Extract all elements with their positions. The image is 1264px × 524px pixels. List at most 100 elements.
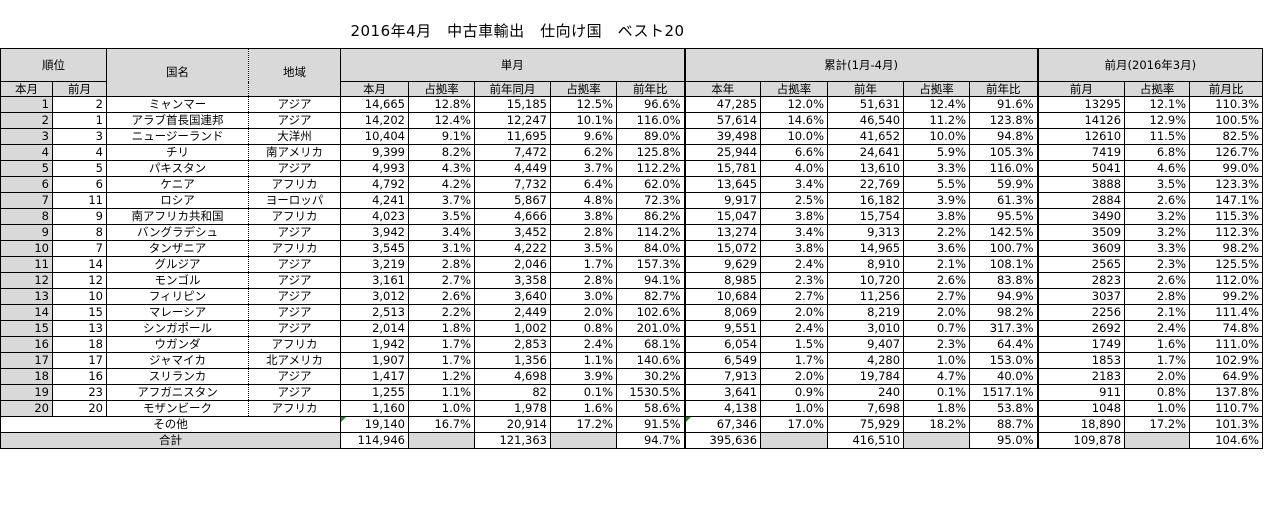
prev-share-cell: 17.2%	[550, 416, 617, 433]
prev-ytd-cell: 9,407	[827, 336, 905, 353]
prev-rank-cell: 14	[52, 256, 107, 273]
country-cell: タンザニア	[106, 240, 249, 257]
ytd-cell: 3,641	[683, 384, 762, 401]
country-cell: マレーシア	[106, 304, 249, 321]
ytd-yoy-cell: 88.7%	[969, 416, 1039, 433]
prev-rank-cell: 18	[52, 336, 107, 353]
prev-year-month-cell: 3,358	[474, 272, 551, 289]
ytd-cell: 67,346	[683, 416, 762, 433]
table-row: 6 6 ケニア アフリカ 4,792 4.2% 7,732 6.4% 62.0% 13,645 3.…	[0, 176, 1264, 193]
prev-month-share-cell: 2.6%	[1124, 272, 1191, 289]
ytd-share-cell: 2.7%	[760, 288, 829, 305]
mom-total-cell: 104.6%	[1189, 432, 1264, 449]
ytd-cell: 9,917	[683, 192, 762, 209]
page-title: 2016年4月 中古車輸出 仕向け国 ベスト20	[350, 22, 685, 40]
others-row: その他 19,140 16.7% 20,914 17.2% 91.5% 67,346 17.0…	[0, 416, 1264, 433]
prev-ytd-share-cell: 0.1%	[903, 384, 971, 401]
table-row: 13 10 フィリピン アジア 3,012 2.6% 3,640 3.0% 82.7% 10,68…	[0, 288, 1264, 305]
prev-share-cell: 1.7%	[550, 256, 617, 273]
prev-month-share-cell: 3.2%	[1124, 224, 1191, 241]
share-cell: 12.4%	[408, 112, 475, 129]
month-cell: 3,012	[340, 288, 409, 305]
total-row: 合計 114,946 121,363 94.7% 395,636 416,510 95.0%…	[0, 432, 1264, 449]
ytd-yoy-cell: 91.6%	[969, 96, 1039, 113]
col-header-prev-month: 前月	[1036, 81, 1126, 97]
prev-rank-cell: 12	[52, 272, 107, 289]
yoy-cell: 94.1%	[615, 272, 686, 289]
prev-month-cell: 3037	[1036, 288, 1126, 305]
mom-cell: 123.3%	[1189, 176, 1264, 193]
header-cumulative: 累計(1月-4月)	[683, 48, 1039, 82]
table-row: 18 16 スリランカ アジア 1,417 1.2% 4,698 3.9% 30.2% 7,913…	[0, 368, 1264, 385]
prev-share-cell: 6.2%	[550, 144, 617, 161]
month-cell: 2,014	[340, 320, 409, 337]
prev-ytd-cell: 24,641	[827, 144, 905, 161]
country-cell: チリ	[106, 144, 249, 161]
prev-ytd-cell: 14,965	[827, 240, 905, 257]
ytd-cell: 57,614	[683, 112, 762, 129]
ytd-share-cell: 3.8%	[760, 208, 829, 225]
mom-cell: 110.3%	[1189, 96, 1264, 113]
table-row: 9 8 バングラデシュ アジア 3,942 3.4% 3,452 2.8% 114.2% 13,2…	[0, 224, 1264, 241]
prev-ytd-share-cell: 3.3%	[903, 160, 971, 177]
region-cell: アジア	[248, 96, 341, 113]
prev-ytd-cell: 75,929	[827, 416, 905, 433]
table-row: 11 14 グルジア アジア 3,219 2.8% 2,046 1.7% 157.3% 9,629…	[0, 256, 1264, 273]
prev-month-cell: 2823	[1036, 272, 1126, 289]
header-rank: 順位	[0, 48, 107, 82]
prev-ytd-cell: 15,754	[827, 208, 905, 225]
prev-rank-cell: 7	[52, 240, 107, 257]
rank-cell: 13	[0, 288, 53, 305]
rank-cell: 1	[0, 96, 53, 113]
yoy-cell: 91.5%	[615, 416, 686, 433]
header-this-month-rank: 本月	[0, 81, 53, 97]
mom-cell: 112.3%	[1189, 224, 1264, 241]
prev-year-month-total-cell: 121,363	[474, 432, 551, 449]
prev-share-cell: 3.9%	[550, 368, 617, 385]
share-cell: 2.7%	[408, 272, 475, 289]
header-row-1: 順位 国名 地域 単月 累計(1月-4月) 前月(2016年3月)	[0, 48, 1264, 97]
prev-month-cell: 7419	[1036, 144, 1126, 161]
prev-year-month-cell: 4,698	[474, 368, 551, 385]
prev-ytd-share-cell: 2.7%	[903, 288, 971, 305]
ytd-yoy-cell: 59.9%	[969, 176, 1039, 193]
table-row: 8 9 南アフリカ共和国 アフリカ 4,023 3.5% 4,666 3.8% 86.2% 15,…	[0, 208, 1264, 225]
month-cell: 4,993	[340, 160, 409, 177]
ytd-share-cell: 3.4%	[760, 176, 829, 193]
ytd-yoy-cell: 61.3%	[969, 192, 1039, 209]
prev-month-share-cell: 6.8%	[1124, 144, 1191, 161]
prev-year-month-cell: 3,452	[474, 224, 551, 241]
ytd-yoy-cell: 116.0%	[969, 160, 1039, 177]
ytd-cell: 6,054	[683, 336, 762, 353]
country-cell: ジャマイカ	[106, 352, 249, 369]
share-cell: 8.2%	[408, 144, 475, 161]
country-cell: バングラデシュ	[106, 224, 249, 241]
month-cell: 2,513	[340, 304, 409, 321]
ytd-cell: 10,684	[683, 288, 762, 305]
ytd-yoy-cell: 317.3%	[969, 320, 1039, 337]
ytd-share-cell: 1.7%	[760, 352, 829, 369]
yoy-cell: 116.0%	[615, 112, 686, 129]
month-cell: 3,545	[340, 240, 409, 257]
col-header-prev-share: 占拠率	[550, 81, 617, 97]
yoy-cell: 201.0%	[615, 320, 686, 337]
month-cell: 1,160	[340, 400, 409, 417]
prev-year-month-cell: 2,046	[474, 256, 551, 273]
rank-cell: 18	[0, 368, 53, 385]
region-cell: アフリカ	[248, 176, 341, 193]
yoy-cell: 102.6%	[615, 304, 686, 321]
ytd-yoy-total-cell: 95.0%	[969, 432, 1039, 449]
share-cell: 3.5%	[408, 208, 475, 225]
prev-rank-cell: 16	[52, 368, 107, 385]
header-row-2: 本月 前月 本月 占拠率 前年同月 占拠率 前年比 本年 占拠率 前年 占拠率 前年比 前月 占拠率前…	[0, 81, 1264, 97]
rank-cell: 7	[0, 192, 53, 209]
table-row: 12 12 モンゴル アジア 3,161 2.7% 3,358 2.8% 94.1% 8,985 2…	[0, 272, 1264, 289]
mom-cell: 126.7%	[1189, 144, 1264, 161]
rank-cell: 11	[0, 256, 53, 273]
ytd-cell: 39,498	[683, 128, 762, 145]
month-cell: 19,140	[340, 416, 409, 433]
prev-rank-cell: 1	[52, 112, 107, 129]
ytd-share-cell: 1.5%	[760, 336, 829, 353]
yoy-cell: 82.7%	[615, 288, 686, 305]
yoy-cell: 86.2%	[615, 208, 686, 225]
